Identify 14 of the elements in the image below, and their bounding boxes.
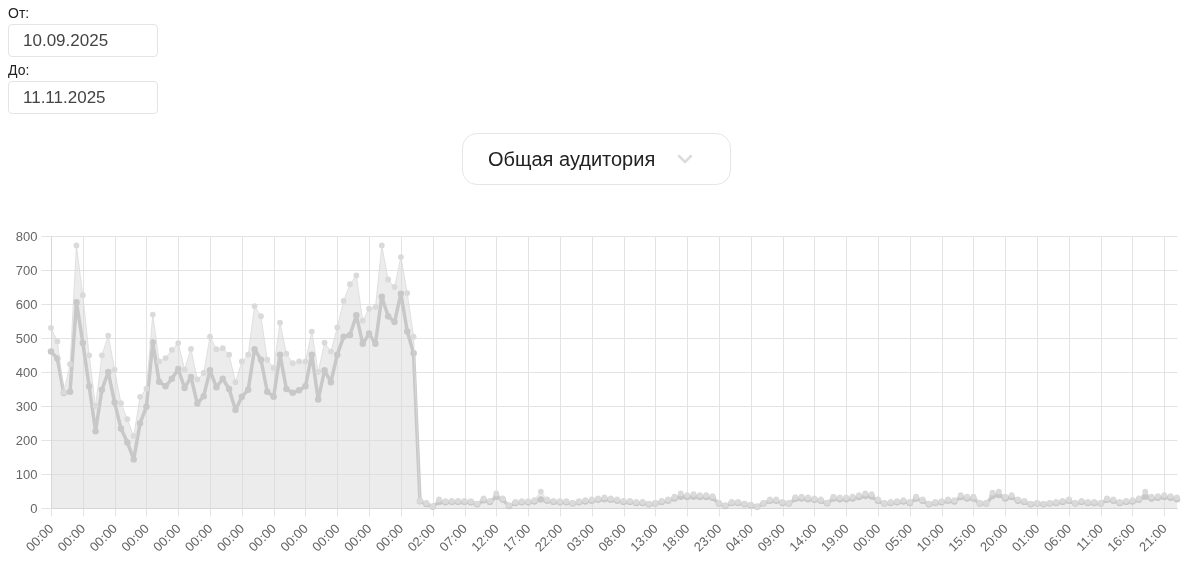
y-tick-label: 200 bbox=[15, 432, 38, 448]
dropdown: Общая аудитория bbox=[462, 133, 731, 185]
text: От: bbox=[8, 5, 30, 21]
text: До: bbox=[8, 62, 30, 78]
y-tick-label: 100 bbox=[15, 466, 38, 482]
y-tick-label: 800 bbox=[15, 228, 38, 244]
y-tick-label: 700 bbox=[15, 262, 38, 278]
y-tick-label: 300 bbox=[15, 398, 38, 414]
y-tick-label: 600 bbox=[15, 296, 38, 312]
date-field: 10.09.2025 bbox=[8, 24, 158, 57]
y-tick-label: 0 bbox=[30, 500, 38, 516]
y-tick-label: 500 bbox=[15, 330, 38, 346]
date-field: 11.11.2025 bbox=[8, 81, 158, 114]
y-tick-label: 400 bbox=[15, 364, 38, 380]
